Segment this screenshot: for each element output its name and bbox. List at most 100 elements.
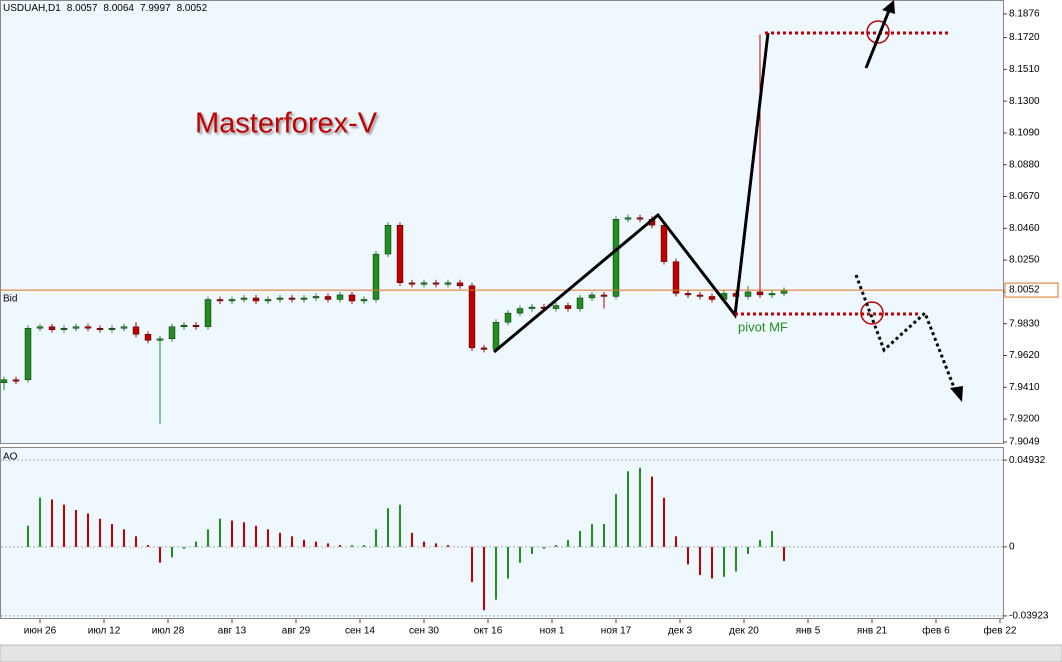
candle-body <box>156 338 164 341</box>
candle-body <box>372 253 380 300</box>
candle-body <box>432 282 440 285</box>
candle-body <box>144 334 152 341</box>
candle-body <box>0 379 8 383</box>
x-tick-label: дек 20 <box>729 626 759 637</box>
candle-body <box>456 282 464 287</box>
candle-body <box>528 306 536 309</box>
candle-body <box>120 326 128 329</box>
circle <box>860 301 884 325</box>
candle-body <box>288 297 296 300</box>
y-tick-label: 8.0880 <box>1009 159 1040 170</box>
candle-body <box>444 282 452 285</box>
x-tick-label: дек 3 <box>668 626 693 637</box>
x-tick-label: окт 16 <box>474 626 503 637</box>
candle-body <box>252 297 260 302</box>
y-tick-label: 7.9620 <box>1009 350 1040 361</box>
candle-body <box>36 326 44 329</box>
candle-body <box>216 299 224 302</box>
y-tick-label: 8.1720 <box>1009 32 1040 43</box>
candle-body <box>708 296 716 300</box>
candle-body <box>600 294 608 297</box>
price-panel <box>0 0 1004 444</box>
candle-body <box>468 285 476 349</box>
candle-body <box>552 305 560 309</box>
y-tick-label: 8.1876 <box>1009 9 1040 20</box>
candle-body <box>180 325 188 327</box>
x-tick-label: ноя 1 <box>540 626 565 637</box>
x-tick-label: июл 28 <box>152 626 185 637</box>
circle <box>866 20 890 44</box>
pivot-label: pivot MF <box>738 319 788 334</box>
candle-body <box>348 294 356 302</box>
arrow-head <box>950 386 963 402</box>
header: USDUAH,D1 8.0057 8.0064 7.9997 8.0052 <box>3 3 208 14</box>
candle-body <box>48 326 56 330</box>
candle-body <box>756 291 764 296</box>
y-tick-label: 7.9410 <box>1009 382 1040 393</box>
arrow-head <box>882 0 895 14</box>
candle-body <box>396 225 404 284</box>
y-tick-label: 0 <box>1009 542 1015 553</box>
candle-body <box>564 305 572 309</box>
candle-body <box>324 296 332 300</box>
candle-body <box>660 225 668 262</box>
y-tick-label: 8.1090 <box>1009 128 1040 139</box>
candle-body <box>504 312 512 323</box>
candle-body <box>684 293 692 296</box>
candle-body <box>672 261 680 294</box>
candle-body <box>240 297 248 300</box>
scrollbar[interactable] <box>0 644 1062 662</box>
x-tick-label: сен 30 <box>409 626 439 637</box>
x-tick-label: фев 6 <box>922 625 950 637</box>
y-tick-label: 7.9200 <box>1009 414 1040 425</box>
ao-panel <box>0 447 1004 619</box>
candle-body <box>768 293 776 296</box>
candle-body <box>612 219 620 297</box>
candle-body <box>636 217 644 220</box>
candle-body <box>696 294 704 297</box>
candle-body <box>420 282 428 285</box>
quote: 8.0064 <box>103 3 134 14</box>
y-tick-label: 7.9830 <box>1009 318 1040 329</box>
y-tick-label: 8.1510 <box>1009 64 1040 75</box>
drawings <box>493 0 963 402</box>
candle-body <box>96 328 104 330</box>
dotted-path <box>854 274 957 391</box>
candle-body <box>228 299 236 302</box>
x-tick-label: авг 13 <box>218 626 247 637</box>
x-tick-label: ноя 17 <box>601 626 632 637</box>
quote: 8.0057 <box>67 3 98 14</box>
candle-body <box>312 296 320 299</box>
candle-body <box>480 347 488 350</box>
x-tick-label: янв 21 <box>857 626 888 637</box>
candle-body <box>204 299 212 327</box>
candle-body <box>60 328 68 330</box>
candle-body <box>84 326 92 329</box>
candle-body <box>12 379 20 382</box>
quote: 8.0052 <box>177 3 208 14</box>
candle-body <box>276 297 284 300</box>
candle-body <box>336 294 344 300</box>
ao-title: AO <box>3 452 18 463</box>
x-tick-label: янв 5 <box>796 626 821 637</box>
y-tick-label: 7.9049 <box>1009 437 1040 448</box>
marks: 8.1876 8.1720 8.1510 8.1300 8.1090 8.0880 8.06… <box>0 9 1059 637</box>
candle-body <box>132 326 140 335</box>
y-tick-label: 8.0460 <box>1009 223 1040 234</box>
bid-price: 8.0052 <box>1009 285 1040 296</box>
candle-body <box>360 299 368 302</box>
candle-body <box>72 326 80 329</box>
quote: 7.9997 <box>140 3 171 14</box>
candle-body <box>588 294 596 299</box>
y-tick-label: 0.04932 <box>1009 455 1046 466</box>
y-tick-label: 8.0250 <box>1009 255 1040 266</box>
candle-body <box>492 321 500 350</box>
candle-body <box>300 297 308 300</box>
candle-body <box>192 325 200 327</box>
y-tick-label: 8.1300 <box>1009 96 1040 107</box>
candle-body <box>576 297 584 309</box>
candle-body <box>168 326 176 340</box>
arrow <box>864 7 892 69</box>
candle-body <box>264 299 272 302</box>
annotation: Masterforex-V <box>195 108 378 140</box>
